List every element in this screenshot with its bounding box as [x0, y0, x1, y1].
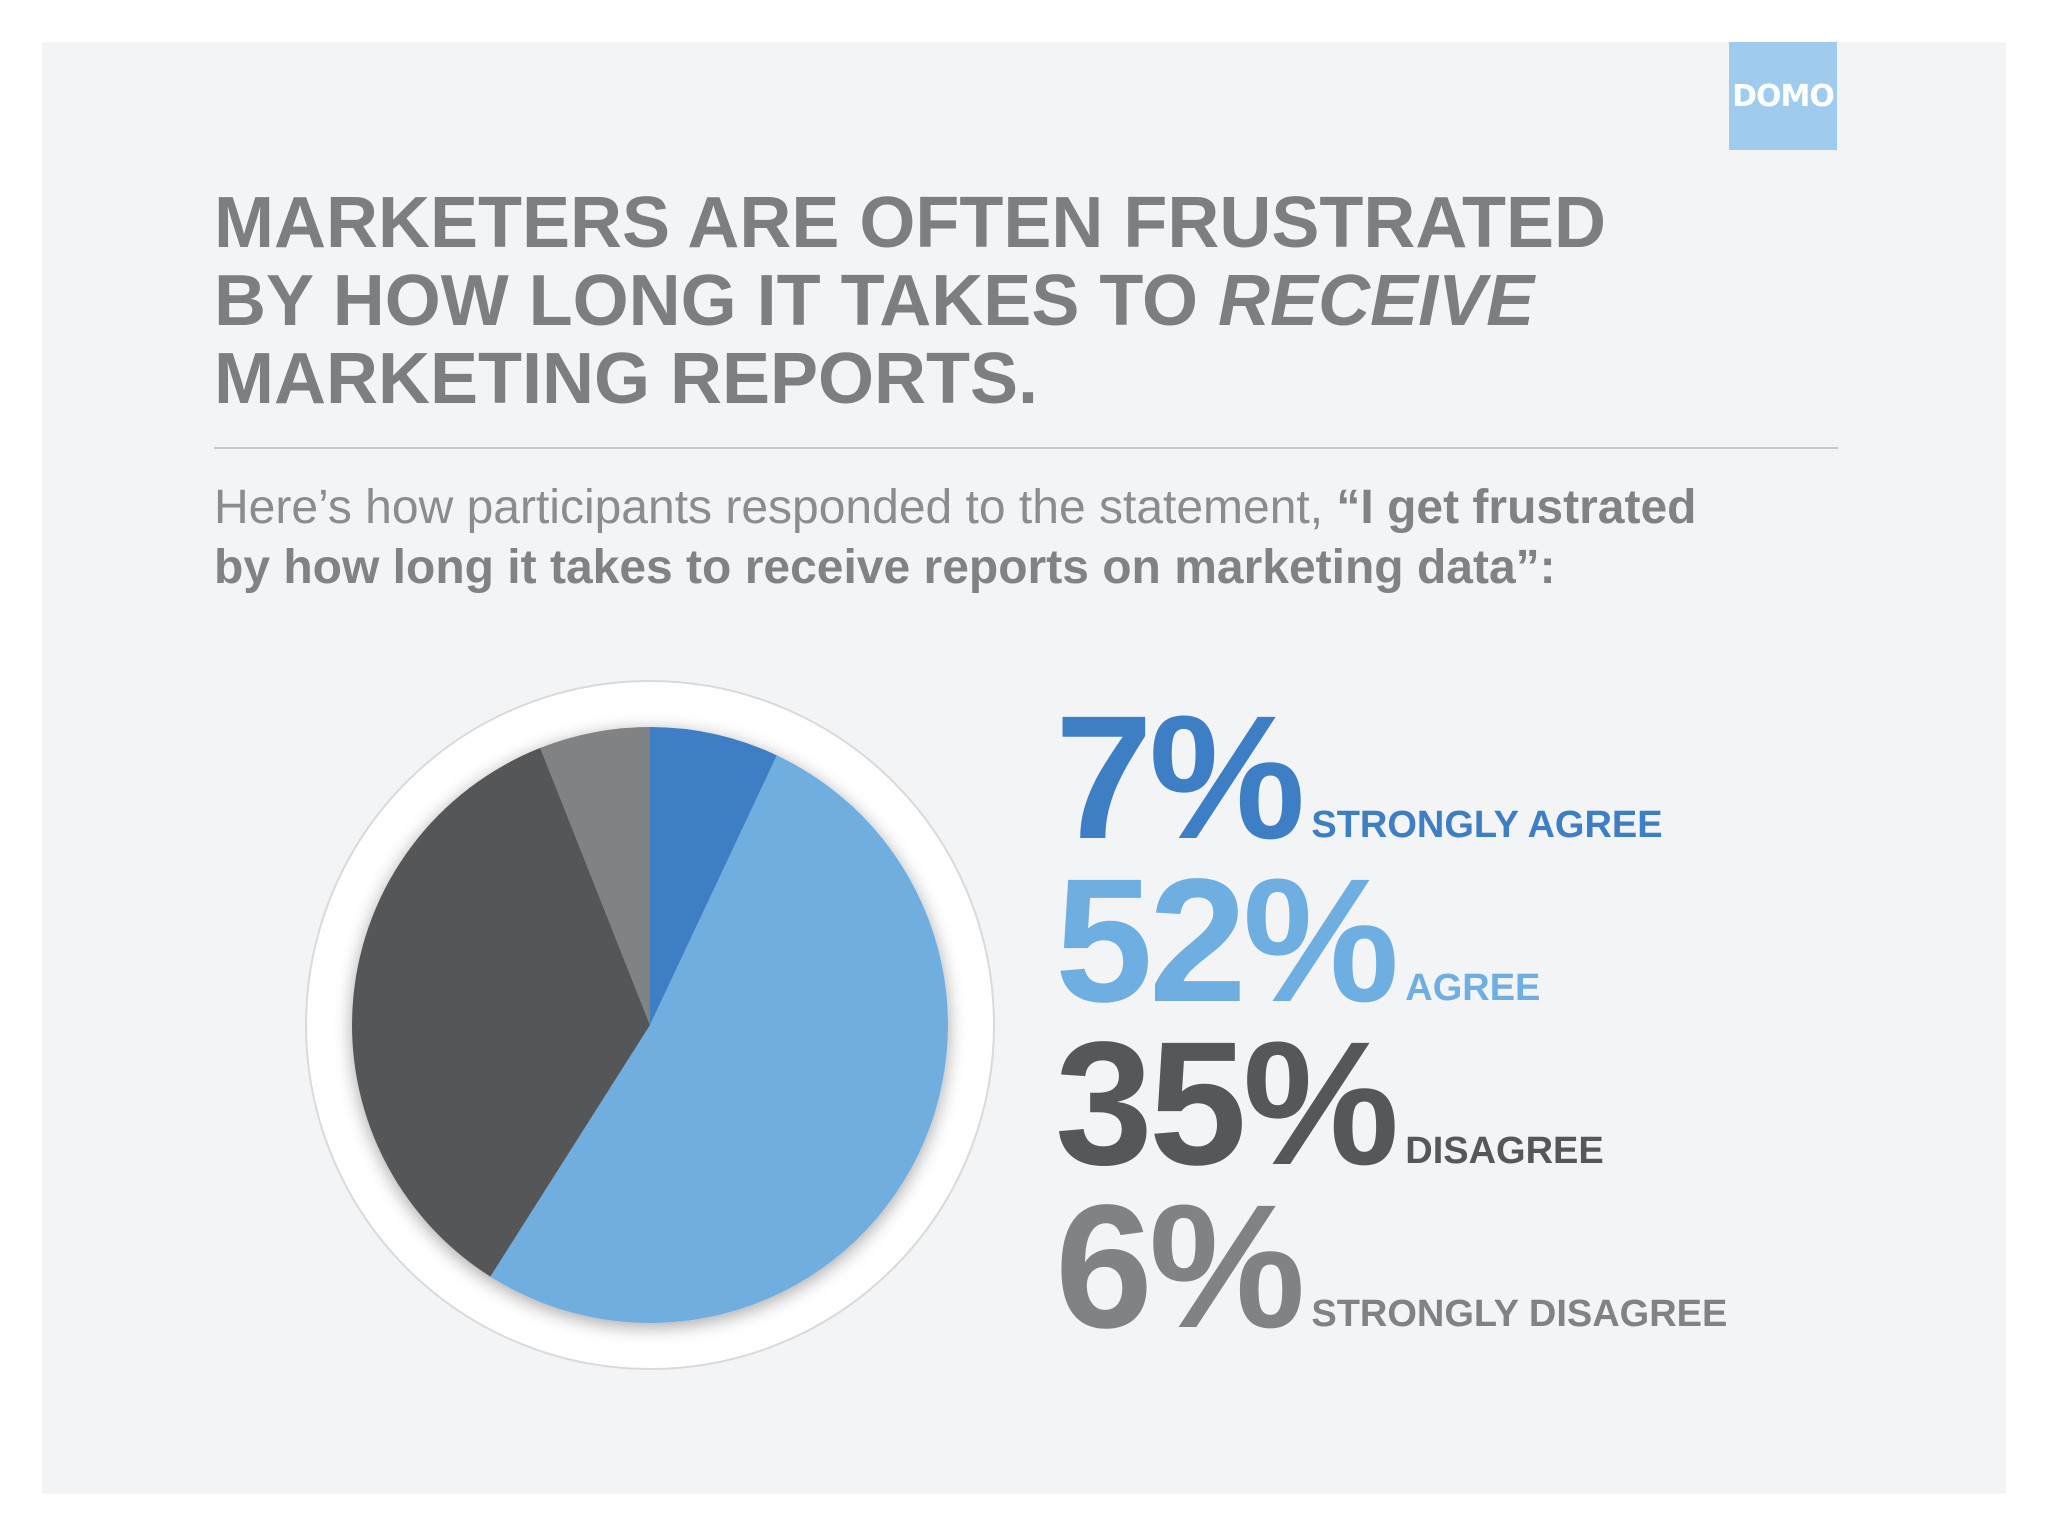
pie-slice-agree [490, 755, 948, 1323]
title-line-1: MARKETERS ARE OFTEN FRUSTRATED [214, 183, 1606, 263]
legend-label-agree: AGREE [1405, 967, 1541, 1009]
legend-value-strongly-agree: 7% [1055, 680, 1305, 876]
legend-item-agree: 52% AGREE [1055, 843, 1955, 1039]
page-title: MARKETERS ARE OFTEN FRUSTRATED BY HOW LO… [214, 184, 1854, 418]
title-emphasis: RECEIVE [1218, 261, 1535, 341]
subtitle-quote-line-1: “I get frustrated [1336, 481, 1697, 534]
legend-item-strongly-disagree: 6% STRONGLY DISAGREE [1055, 1169, 1955, 1365]
pie-chart [300, 675, 1000, 1375]
logo-text: DOMO [1732, 78, 1835, 114]
pie-chart-svg [305, 680, 995, 1370]
divider [214, 447, 1838, 449]
domo-logo: DOMO [1729, 42, 1837, 150]
pie-slice-strongly-disagree [540, 727, 650, 1025]
pie-slice-strongly-agree [650, 727, 777, 1025]
title-line-3: MARKETING REPORTS. [214, 339, 1039, 419]
subtitle-quote-line-2: by how long it takes to receive reports … [214, 541, 1556, 594]
legend: 7% STRONGLY AGREE 52% AGREE 35% DISAGREE 6% STR… [1055, 680, 1955, 1365]
title-line-2-prefix: BY HOW LONG IT TAKES TO [214, 261, 1219, 341]
legend-item-strongly-agree: 7% STRONGLY AGREE [1055, 680, 1955, 876]
legend-label-disagree: DISAGREE [1405, 1130, 1604, 1172]
legend-label-strongly-agree: STRONGLY AGREE [1311, 804, 1663, 846]
pie-slice-disagree [352, 747, 650, 1277]
title-line-2: BY HOW LONG IT TAKES TO RECEIVE [214, 262, 1854, 340]
subtitle: Here’s how participants responded to the… [214, 478, 1854, 598]
legend-value-agree: 52% [1055, 843, 1399, 1039]
legend-value-disagree: 35% [1055, 1006, 1399, 1202]
legend-item-disagree: 35% DISAGREE [1055, 1006, 1955, 1202]
pie-slices [352, 727, 948, 1323]
legend-value-strongly-disagree: 6% [1055, 1169, 1305, 1365]
infographic-card [42, 42, 2006, 1494]
subtitle-intro: Here’s how participants responded to the… [214, 481, 1337, 534]
legend-label-strongly-disagree: STRONGLY DISAGREE [1311, 1293, 1728, 1335]
